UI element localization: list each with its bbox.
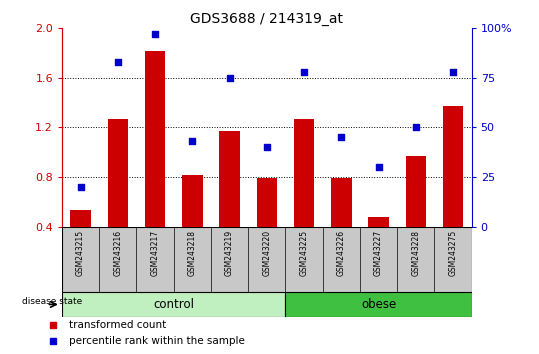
- Text: GSM243215: GSM243215: [76, 230, 85, 276]
- Text: GSM243216: GSM243216: [113, 230, 122, 276]
- Bar: [294, 119, 314, 227]
- Point: [225, 75, 234, 81]
- Bar: [286, 292, 472, 317]
- Text: GSM243227: GSM243227: [374, 230, 383, 276]
- Point: [300, 69, 308, 75]
- Bar: [62, 292, 286, 317]
- Point: [411, 125, 420, 130]
- Point: [262, 144, 271, 150]
- Text: GSM243220: GSM243220: [262, 230, 271, 276]
- Text: obese: obese: [361, 298, 396, 311]
- Point: [188, 138, 197, 144]
- Text: disease state: disease state: [22, 297, 82, 307]
- Text: GSM243218: GSM243218: [188, 230, 197, 276]
- Bar: [368, 217, 389, 227]
- Bar: [257, 178, 277, 227]
- Bar: [108, 119, 128, 227]
- Bar: [443, 106, 463, 227]
- Text: percentile rank within the sample: percentile rank within the sample: [69, 336, 245, 346]
- Point: [114, 59, 122, 65]
- Point: [77, 184, 85, 190]
- Text: GSM243275: GSM243275: [448, 230, 458, 276]
- Bar: [71, 210, 91, 227]
- Text: transformed count: transformed count: [69, 320, 167, 330]
- Text: GSM243225: GSM243225: [300, 230, 308, 276]
- Text: control: control: [153, 298, 194, 311]
- Text: GSM243219: GSM243219: [225, 230, 234, 276]
- Text: GSM243228: GSM243228: [411, 230, 420, 276]
- Point: [374, 164, 383, 170]
- Bar: [145, 51, 165, 227]
- Point: [337, 135, 345, 140]
- Bar: [405, 156, 426, 227]
- Text: GSM243226: GSM243226: [337, 230, 346, 276]
- Text: GSM243217: GSM243217: [150, 230, 160, 276]
- Point: [151, 32, 160, 37]
- Title: GDS3688 / 214319_at: GDS3688 / 214319_at: [190, 12, 343, 26]
- Bar: [182, 175, 203, 227]
- Bar: [219, 131, 240, 227]
- Bar: [331, 178, 351, 227]
- Point: [448, 69, 457, 75]
